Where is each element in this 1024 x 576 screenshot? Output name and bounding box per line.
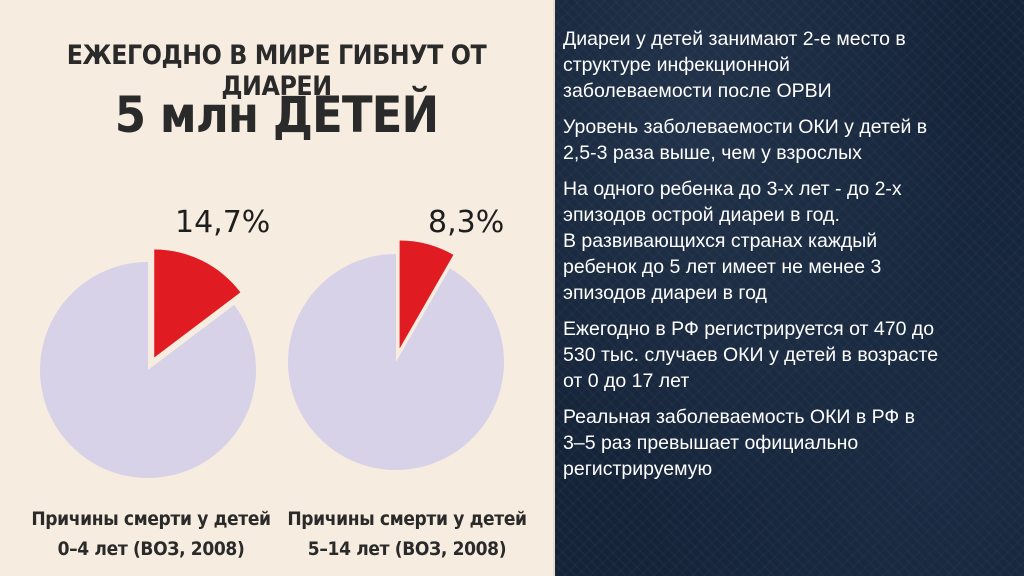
pie-caption-ages-5-14: Причины смерти у детей 5–14 лет (ВОЗ, 20…	[272, 504, 542, 564]
fact-line: В развивающихся странах каждый	[563, 230, 878, 252]
pie-caption-ages-0-4: Причины смерти у детей 0–4 лет (ВОЗ, 200…	[16, 504, 286, 564]
fact-line: структуре инфекционной	[563, 54, 790, 76]
fact-paragraph: На одного ребенка до 3-х лет - до 2-х эп…	[563, 176, 1013, 306]
pie-slice-highlight	[154, 249, 241, 358]
pie-charts: 14,7% 8,3%	[40, 205, 504, 478]
fact-line: 2,5-3 раза выше, чем у взрослых	[563, 142, 862, 164]
fact-paragraph: Диареи у детей занимают 2-е место в стру…	[563, 26, 1013, 104]
fact-line: Реальная заболеваемость ОКИ в РФ в	[563, 406, 916, 428]
pie-caption-line: Причины смерти у детей	[31, 508, 271, 530]
fact-line: Уровень заболеваемости ОКИ у детей в	[563, 116, 928, 138]
pie-slice-rest	[40, 262, 257, 478]
fact-line: ребенок до 5 лет имеет не менее 3	[563, 256, 882, 278]
fact-line: Ежегодно в РФ регистрируется от 470 до	[563, 318, 935, 340]
fact-line: 530 тыс. случаев ОКИ у детей в возрасте	[563, 344, 939, 366]
fact-paragraph: Ежегодно в РФ регистрируется от 470 до 5…	[563, 316, 1013, 394]
facts-list: Диареи у детей занимают 2-е место в стру…	[563, 26, 1013, 492]
pie-slice-rest	[287, 254, 504, 470]
fact-paragraph: Реальная заболеваемость ОКИ в РФ в 3–5 р…	[563, 404, 1013, 482]
fact-line: эпизодов диареи в год	[563, 282, 767, 304]
fact-line: эпизодов острой диареи в год.	[563, 204, 840, 226]
fact-line: от 0 до 17 лет	[563, 370, 690, 392]
headline-line-2: 5 млн ДЕТЕЙ	[114, 86, 439, 144]
pie-caption-line: Причины смерти у детей	[287, 508, 527, 530]
fact-paragraph: Уровень заболеваемости ОКИ у детей в 2,5…	[563, 114, 1013, 166]
fact-line: Диареи у детей занимают 2-е место в	[563, 28, 906, 50]
headline-line-1: ЕЖЕГОДНО В МИРЕ ГИБНУТ ОТ ДИАРЕИ	[66, 40, 487, 102]
pie-chart-ages-0-4: 14,7%	[40, 205, 270, 478]
pie-slice-label: 14,7%	[175, 205, 270, 240]
text-panel	[555, 0, 1024, 576]
fact-line: заболеваемости после ОРВИ	[563, 80, 832, 102]
panel-divider	[553, 0, 555, 576]
pie-chart-ages-5-14: 8,3%	[287, 205, 504, 470]
pie-slice-label: 8,3%	[428, 205, 504, 240]
pie-caption-line: 5–14 лет (ВОЗ, 2008)	[307, 538, 507, 560]
fact-line: На одного ребенка до 3-х лет - до 2-х	[563, 178, 902, 200]
pie-slice-highlight	[399, 240, 454, 349]
fact-line: 3–5 раз превышает официально	[563, 432, 859, 454]
pie-caption-line: 0–4 лет (ВОЗ, 2008)	[57, 538, 245, 560]
fact-line: регистрируемую	[563, 458, 713, 480]
